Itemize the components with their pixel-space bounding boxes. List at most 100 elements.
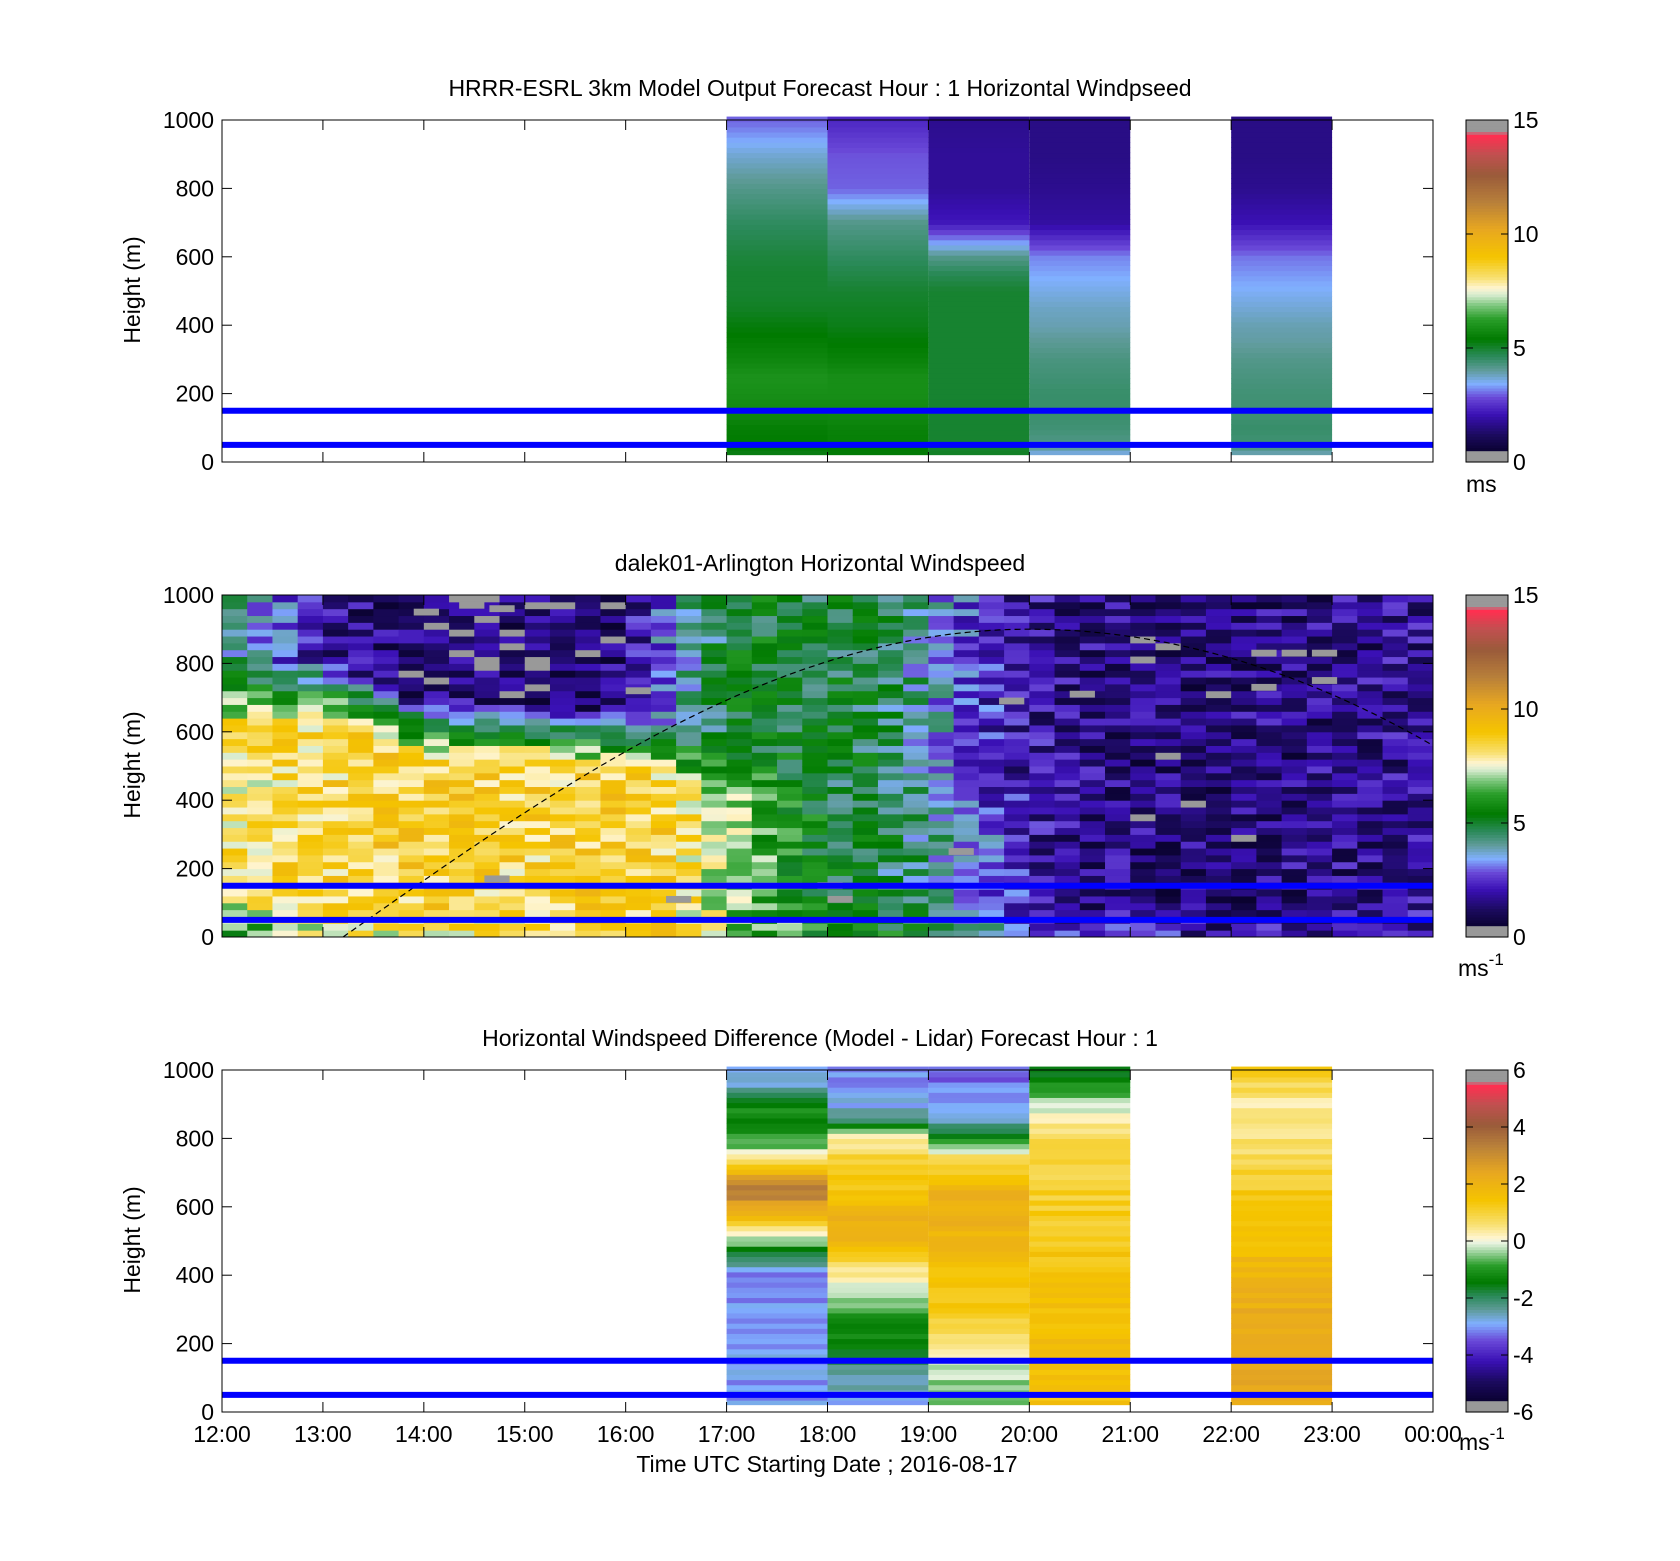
heatmap-cell	[1004, 793, 1030, 801]
heatmap-cell	[877, 718, 904, 726]
heatmap-cell	[1382, 766, 1409, 774]
heatmap-cell	[701, 704, 728, 712]
heatmap-cell	[272, 697, 299, 705]
heatmap-cell	[1205, 923, 1232, 931]
heatmap-cell	[549, 889, 576, 897]
heatmap-cell	[575, 779, 601, 788]
heatmap-cell	[777, 670, 803, 678]
heatmap-cell	[1281, 608, 1308, 617]
heatmap-cell	[1407, 704, 1434, 712]
heatmap-cell	[423, 656, 450, 664]
heatmap-cell	[1029, 183, 1131, 189]
data-column	[827, 595, 854, 938]
colorbar-tick-label: 10	[1513, 221, 1539, 247]
heatmap-cell	[751, 704, 778, 712]
data-column	[650, 595, 677, 938]
heatmap-cell	[953, 642, 980, 651]
heatmap-cell	[852, 738, 879, 746]
heatmap-cell	[423, 889, 450, 897]
heatmap-cell	[701, 854, 728, 863]
heatmap-cell	[903, 738, 929, 746]
colorbar-segment	[1466, 1326, 1508, 1330]
difference-colorbar-unit: ms-1	[1459, 1424, 1505, 1455]
heatmap-cell	[1180, 724, 1207, 733]
heatmap-cell	[1407, 663, 1434, 671]
heatmap-cell	[751, 848, 778, 856]
heatmap-cell	[499, 690, 526, 699]
heatmap-cell	[297, 690, 324, 699]
heatmap-cell	[373, 834, 400, 842]
heatmap-cell	[247, 793, 273, 801]
heatmap-cell	[1180, 854, 1207, 863]
heatmap-cell	[348, 622, 374, 630]
colorbar-segment	[1466, 356, 1508, 360]
heatmap-cell	[877, 923, 904, 931]
heatmap-cell	[272, 848, 299, 856]
heatmap-cell	[322, 807, 349, 815]
heatmap-cell	[802, 772, 828, 781]
heatmap-cell	[1382, 854, 1409, 863]
heatmap-cell	[953, 697, 980, 705]
heatmap-cell	[827, 601, 854, 610]
heatmap-cell	[348, 656, 374, 664]
heatmap-cell	[827, 234, 929, 241]
heatmap-cell	[1130, 629, 1156, 637]
heatmap-cell	[549, 766, 576, 774]
heatmap-cell	[348, 629, 374, 637]
heatmap-cell	[1029, 326, 1131, 333]
heatmap-cell	[1306, 902, 1333, 911]
heatmap-cell	[272, 766, 299, 774]
colorbar-segment	[1466, 680, 1508, 684]
heatmap-cell	[1231, 1123, 1333, 1129]
heatmap-cell	[953, 718, 980, 726]
heatmap-cell	[1029, 393, 1131, 400]
heatmap-cell	[398, 731, 425, 740]
heatmap-cell	[928, 424, 1030, 431]
heatmap-cell	[1332, 902, 1358, 911]
heatmap-cell	[1231, 895, 1257, 904]
heatmap-cell	[1180, 731, 1207, 740]
heatmap-cell	[1029, 198, 1131, 205]
data-column	[1306, 595, 1333, 938]
heatmap-cell	[827, 311, 929, 318]
heatmap-cell	[827, 1400, 929, 1406]
heatmap-cell	[1029, 234, 1131, 241]
heatmap-cell	[499, 656, 526, 664]
heatmap-cell	[1130, 848, 1156, 856]
heatmap-cell	[928, 311, 1030, 318]
heatmap-cell	[222, 752, 248, 760]
heatmap-cell	[1407, 670, 1434, 678]
heatmap-cell	[1029, 752, 1056, 760]
heatmap-cell	[903, 704, 929, 712]
colorbar-segment	[1466, 373, 1508, 378]
colorbar-segment	[1466, 1380, 1508, 1385]
heatmap-cell	[322, 629, 349, 637]
heatmap-cell	[1205, 718, 1232, 726]
heatmap-cell	[1231, 1235, 1333, 1242]
data-column	[1130, 595, 1156, 938]
heatmap-cell	[1382, 649, 1409, 658]
heatmap-cell	[1205, 677, 1232, 685]
heatmap-cell	[1029, 1071, 1131, 1078]
heatmap-cell	[978, 889, 1005, 897]
heatmap-cell	[751, 724, 778, 733]
heatmap-cell	[726, 1292, 828, 1299]
heatmap-cell	[625, 875, 652, 883]
heatmap-cell	[1231, 162, 1333, 169]
heatmap-cell	[726, 642, 753, 651]
heatmap-cell	[827, 1287, 929, 1293]
heatmap-cell	[1231, 711, 1257, 719]
heatmap-cell	[499, 895, 526, 904]
heatmap-cell	[877, 779, 904, 788]
heatmap-cell	[1407, 807, 1434, 815]
heatmap-cell	[827, 697, 854, 705]
heatmap-cell	[272, 772, 299, 781]
heatmap-cell	[1281, 731, 1308, 740]
heatmap-cell	[827, 270, 929, 277]
heatmap-cell	[1306, 779, 1333, 788]
heatmap-cell	[373, 656, 400, 664]
colorbar-tick-label: 10	[1513, 696, 1539, 722]
heatmap-cell	[1130, 697, 1156, 705]
heatmap-cell	[928, 1128, 1030, 1134]
heatmap-cell	[1231, 280, 1333, 287]
